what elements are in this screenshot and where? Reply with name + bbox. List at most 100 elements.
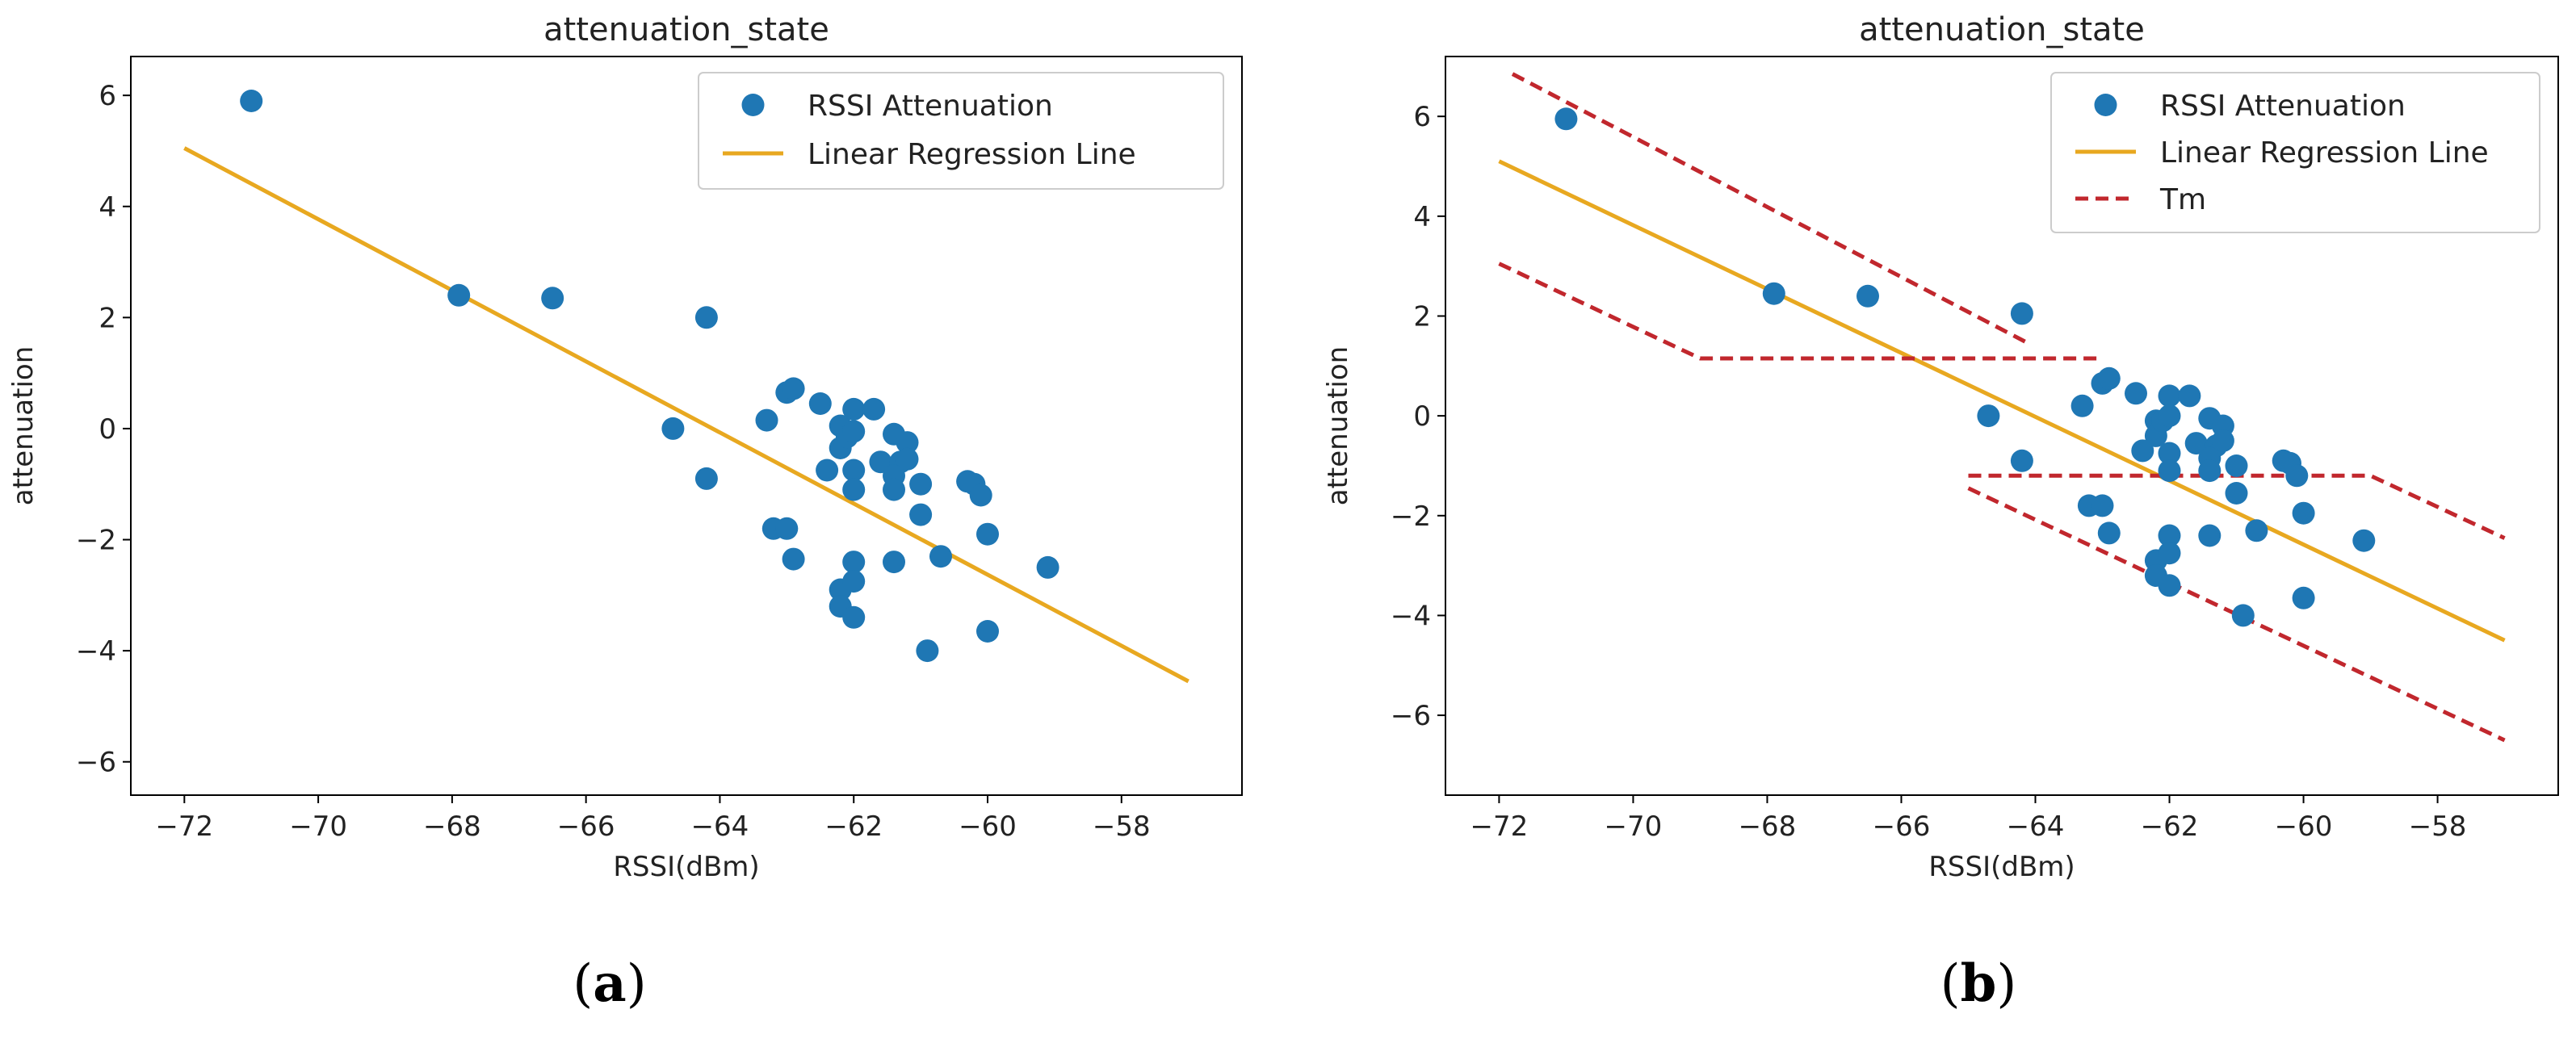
data-point [2198,459,2221,483]
legend [2050,72,2540,233]
threshold-line [1967,486,2506,743]
data-point [976,522,999,546]
y-tick-label: 0 [1413,400,1431,433]
data-point [447,283,471,307]
y-tick-label: −6 [76,747,116,779]
data-point [842,551,866,574]
data-point [883,551,905,574]
data-point [694,467,718,490]
y-tick-label: −4 [1391,600,1431,632]
data-point [755,408,778,432]
data-point [2131,439,2154,463]
x-tick-label: −62 [824,810,883,843]
data-point [694,306,718,329]
data-point [2010,449,2033,472]
data-point [969,484,992,507]
legend-entry-label: Linear Regression Line [808,138,1136,171]
data-point [2070,394,2094,417]
regression-line [183,146,1189,684]
data-point [2010,302,2033,325]
data-point [2198,524,2221,547]
data-point [909,472,933,496]
data-point [808,392,832,415]
y-axis-label: attenuation [7,346,40,505]
data-point [862,397,886,421]
panel-a: attenuation_state−72 −70 −68 −66 −64 −62 −60 −5… [7,11,1243,1014]
data-point [1036,555,1059,579]
data-point [2097,521,2121,545]
x-axis-label: RSSI(dBm) [1928,851,2075,883]
y-tick-label: −4 [76,635,116,668]
x-tick-label: −70 [1605,810,1663,843]
data-point [1856,284,1879,308]
x-tick-label: −64 [691,810,749,843]
data-point [2158,574,2181,597]
data-point [1977,404,2000,428]
y-tick-label: 6 [1413,101,1431,133]
data-point [661,417,685,440]
legend-entry-label: RSSI Attenuation [808,90,1053,123]
data-point [2158,459,2181,483]
data-point [869,450,892,474]
threshold-line [1498,262,2103,361]
y-tick-label: 6 [99,80,116,112]
data-point [2091,494,2114,517]
y-tick-label: −2 [1391,500,1431,533]
x-tick-label: −66 [1873,810,1931,843]
data-point [2097,366,2121,390]
data-point [1762,282,1785,305]
data-point [2158,524,2181,547]
data-point [2125,382,2147,405]
data-point [916,639,939,663]
panel-label: (a) [573,953,646,1014]
x-tick-label: −60 [959,810,1017,843]
y-axis-label: attenuation [1322,346,1354,505]
data-point [976,620,999,643]
panel-label: (b) [1940,953,2017,1014]
data-point [2231,604,2255,627]
data-point [2225,482,2248,505]
data-point [2245,519,2268,542]
data-point [2285,464,2309,488]
panel-label-letter: a [593,953,626,1014]
plot-frame [1445,56,2559,796]
legend [698,72,1224,190]
legend-entry-label: RSSI Attenuation [2160,90,2406,123]
x-tick-label: −66 [557,810,615,843]
plot-area [183,90,1189,684]
data-point [1554,107,1578,131]
x-tick-label: −70 [289,810,347,843]
data-point [782,377,805,400]
legend-marker-points [2094,94,2117,116]
y-tick-label: 2 [1413,300,1431,333]
regression-line [1498,159,2506,643]
data-point [775,517,799,540]
data-point [2225,454,2248,477]
legend-marker-points [741,94,765,116]
y-tick-label: 2 [99,302,116,334]
data-point [2158,542,2181,565]
threshold-line [1511,72,2030,346]
data-point [909,503,933,526]
x-tick-label: −60 [2275,810,2333,843]
y-tick-label: −6 [1391,700,1431,732]
data-point [842,397,866,421]
x-tick-label: −72 [155,810,213,843]
data-point [842,420,866,443]
data-point [541,287,564,310]
data-point [842,570,866,593]
data-point [2158,404,2181,428]
y-tick-label: 0 [99,413,116,446]
data-point [929,545,952,568]
panel-label-letter: b [1961,953,1997,1014]
x-tick-label: −68 [423,810,481,843]
x-tick-label: −62 [2141,810,2199,843]
data-point [896,447,919,471]
data-point [2178,384,2201,408]
plot-area [1498,72,2506,743]
x-tick-label: −72 [1471,810,1529,843]
chart-title: attenuation_state [543,11,829,48]
data-point [816,459,839,482]
legend-entry-label: Linear Regression Line [2160,136,2489,170]
